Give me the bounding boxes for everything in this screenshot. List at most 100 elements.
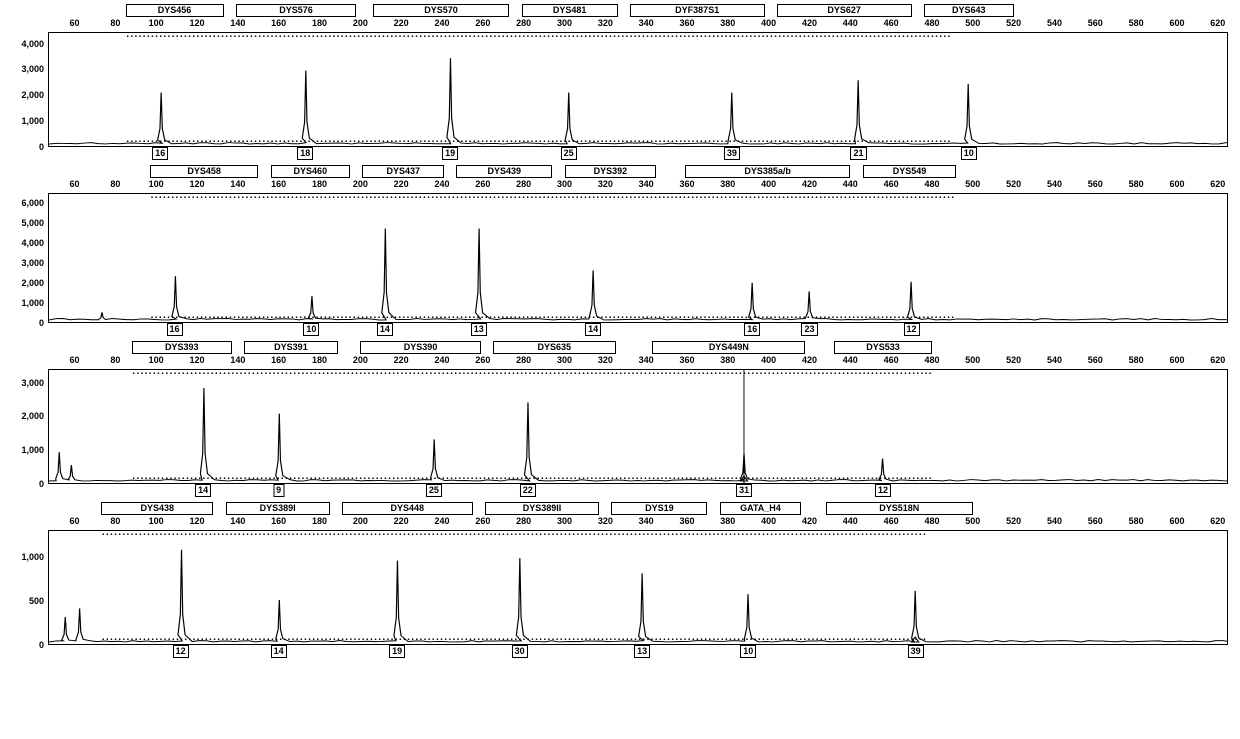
xaxis-tick: 440: [843, 18, 858, 28]
allele-box: 39: [908, 645, 924, 658]
locus-box: DYS627: [777, 4, 912, 17]
locus-label-row: DYS393DYS391DYS390DYS635DYS449NDYS533: [48, 341, 1228, 355]
yaxis-tick: 500: [29, 596, 44, 606]
xaxis-tick: 580: [1129, 18, 1144, 28]
yaxis-tick: 2,000: [21, 411, 44, 421]
xaxis-tick: 240: [434, 516, 449, 526]
trace-svg: [49, 33, 1227, 146]
allele-box: 18: [297, 147, 313, 160]
allele-box: 13: [634, 645, 650, 658]
locus-box: DYS448: [342, 502, 473, 515]
locus-box: DYS460: [271, 165, 351, 178]
yaxis-tick: 3,000: [21, 64, 44, 74]
xaxis-tick: 480: [924, 18, 939, 28]
allele-box: 16: [744, 323, 760, 336]
xaxis-tick: 280: [516, 355, 531, 365]
xaxis-tick: 360: [679, 18, 694, 28]
xaxis-tick: 620: [1210, 179, 1225, 189]
xaxis-tick: 300: [557, 18, 572, 28]
yaxis-col: 01,0002,0003,0004,0005,0006,000: [8, 193, 48, 323]
xaxis-tick: 400: [761, 179, 776, 189]
xaxis-tick: 500: [965, 355, 980, 365]
yaxis-col: 01,0002,0003,000: [8, 369, 48, 484]
locus-box: DYS643: [924, 4, 1014, 17]
xaxis-tick: 100: [149, 355, 164, 365]
allele-box: 39: [724, 147, 740, 160]
xaxis-tick: 520: [1006, 355, 1021, 365]
xaxis-tick: 320: [598, 516, 613, 526]
xaxis-tick: 500: [965, 18, 980, 28]
xaxis-tick: 180: [312, 355, 327, 365]
xaxis-tick: 160: [271, 355, 286, 365]
allele-box: 12: [904, 323, 920, 336]
yaxis-tick: 1,000: [21, 116, 44, 126]
locus-box: DYS635: [493, 341, 615, 354]
xaxis-tick: 260: [475, 18, 490, 28]
yaxis-tick: 6,000: [21, 198, 44, 208]
allele-box: 13: [471, 323, 487, 336]
yaxis-col: 05001,000: [8, 530, 48, 645]
xaxis-tick: 340: [639, 355, 654, 365]
xaxis-tick: 400: [761, 516, 776, 526]
locus-box: DYS570: [373, 4, 510, 17]
xaxis-tick: 200: [353, 516, 368, 526]
trace-path: [49, 58, 1227, 144]
xaxis-tick: 620: [1210, 516, 1225, 526]
locus-box: DYS458: [150, 165, 258, 178]
xaxis-tick: 380: [720, 18, 735, 28]
locus-box: DYS576: [236, 4, 356, 17]
xaxis-tick: 240: [434, 355, 449, 365]
allele-box: 12: [173, 645, 189, 658]
locus-box: DYS393: [132, 341, 232, 354]
allele-call-row: 14925223112: [48, 484, 1228, 498]
yaxis-tick: 2,000: [21, 278, 44, 288]
xaxis-tick: 140: [230, 179, 245, 189]
allele-box: 14: [271, 645, 287, 658]
yaxis-tick: 0: [39, 479, 44, 489]
yaxis-tick: 0: [39, 640, 44, 650]
xaxis-tick: 600: [1169, 179, 1184, 189]
xaxis-tick: 540: [1047, 355, 1062, 365]
xaxis-tick: 520: [1006, 516, 1021, 526]
xaxis-tick: 60: [70, 18, 80, 28]
xaxis-tick: 560: [1088, 355, 1103, 365]
xaxis-tick: 360: [679, 355, 694, 365]
xaxis-tick: 520: [1006, 179, 1021, 189]
allele-box: 14: [585, 323, 601, 336]
xaxis-tick: 380: [720, 355, 735, 365]
xaxis-tick: 400: [761, 18, 776, 28]
xaxis-tick: 120: [190, 516, 205, 526]
plot-area: ▪▪▪▪▪▪▪▪▪▪▪▪▪▪▪▪▪▪▪▪▪▪▪▪▪▪▪▪▪▪▪▪▪▪▪▪▪▪▪▪…: [48, 530, 1228, 645]
yaxis-tick: 3,000: [21, 258, 44, 268]
xaxis-tick: 500: [965, 516, 980, 526]
xaxis-tick: 240: [434, 179, 449, 189]
xaxis-tick: 480: [924, 516, 939, 526]
trace-svg: [49, 194, 1227, 322]
xaxis-tick: 420: [802, 516, 817, 526]
electropherogram-panel: DYS393DYS391DYS390DYS635DYS449NDYS533608…: [8, 341, 1232, 498]
xaxis-tick: 360: [679, 516, 694, 526]
xaxis-tick: 260: [475, 355, 490, 365]
xaxis-tick: 300: [557, 355, 572, 365]
trace-svg: [49, 531, 1227, 644]
xaxis-tick: 460: [884, 179, 899, 189]
locus-box: DYS389II: [485, 502, 599, 515]
xaxis-tick: 220: [394, 179, 409, 189]
trace-svg: [49, 370, 1227, 483]
allele-box: 10: [961, 147, 977, 160]
xaxis-tick: 180: [312, 179, 327, 189]
xaxis-tick: 260: [475, 516, 490, 526]
xaxis-tick: 120: [190, 179, 205, 189]
xaxis-tick: 340: [639, 179, 654, 189]
xaxis-tick: 540: [1047, 18, 1062, 28]
allele-box: 25: [561, 147, 577, 160]
allele-box: 9: [273, 484, 284, 497]
xaxis-tick: 400: [761, 355, 776, 365]
xaxis-tick: 80: [110, 355, 120, 365]
locus-box: DYS390: [360, 341, 480, 354]
xaxis-tick: 600: [1169, 355, 1184, 365]
xaxis-tick: 200: [353, 18, 368, 28]
yaxis-tick: 3,000: [21, 378, 44, 388]
xaxis-tick: 580: [1129, 179, 1144, 189]
xaxis-tick: 280: [516, 18, 531, 28]
